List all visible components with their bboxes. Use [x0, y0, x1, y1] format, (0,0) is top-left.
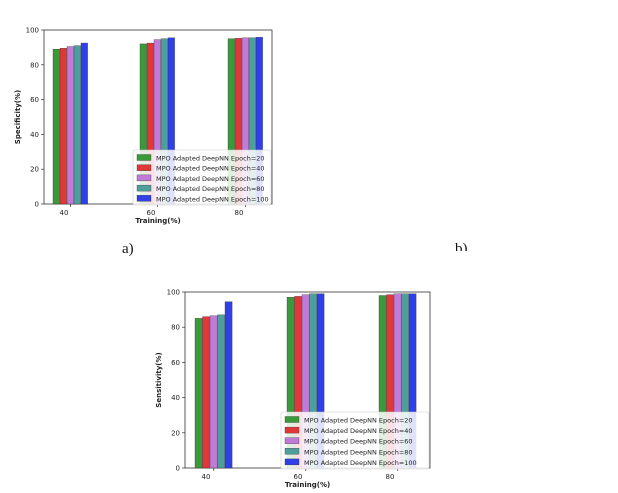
x-tick-label: 60: [147, 209, 156, 217]
legend-label: MPO Adapted DeepNN Epoch=40: [156, 165, 265, 173]
legend-label: MPO Adapted DeepNN Epoch=60: [304, 438, 413, 446]
legend-swatch: [284, 416, 300, 423]
bar: [66, 46, 74, 205]
legend-label: MPO Adapted DeepNN Epoch=60: [156, 175, 265, 183]
y-axis-label: Specificity(%): [14, 90, 22, 144]
y-tick-label: 40: [30, 131, 39, 139]
bar: [59, 48, 67, 205]
bar: [224, 301, 233, 469]
legend: MPO Adapted DeepNN Epoch=20 MPO Adapted D…: [132, 149, 272, 206]
legend-label: MPO Adapted DeepNN Epoch=80: [156, 185, 265, 193]
legend-swatch: [284, 426, 300, 434]
legend-swatch: [136, 195, 152, 202]
legend-box: [132, 149, 272, 206]
legend-swatch: [284, 448, 300, 455]
y-tick-label: 60: [171, 359, 180, 367]
chart-2: 0 20 40 60 80 100 40 60 80 Training(%) Sensitivity…: [155, 289, 431, 489]
x-tick-label: 80: [235, 209, 244, 217]
chart-1: 0 20 40 60 80 100 40 60 80 Training(%) Specificity…: [14, 27, 273, 225]
y-tick-label: 100: [26, 27, 39, 35]
bar: [80, 42, 88, 205]
y-tick-label: 20: [171, 429, 180, 437]
panel-label-a: a): [122, 241, 134, 257]
legend-label: MPO Adapted DeepNN Epoch=20: [304, 417, 413, 425]
y-axis-label: Sensitivity(%): [155, 352, 163, 407]
bar: [202, 316, 210, 469]
bar: [209, 315, 218, 469]
bar: [194, 318, 203, 469]
y-tick-label: 60: [30, 96, 39, 104]
legend-label: MPO Adapted DeepNN Epoch=100: [156, 195, 269, 203]
x-axis-label: Training(%): [135, 217, 180, 225]
x-tick-label: 40: [202, 473, 211, 481]
y-tick-label: 80: [30, 61, 39, 69]
y-tick-label: 100: [167, 289, 180, 297]
y-tick-label: 0: [176, 465, 180, 473]
legend-swatch: [284, 458, 300, 466]
legend: MPO Adapted DeepNN Epoch=20 MPO Adapted D…: [280, 411, 430, 470]
legend-label: MPO Adapted DeepNN Epoch=80: [304, 448, 413, 456]
panel-label-b: b): [455, 241, 468, 257]
bar: [52, 48, 60, 205]
bar: [73, 45, 81, 205]
legend-swatch: [136, 154, 152, 161]
x-axis-label: Training(%): [285, 481, 330, 489]
y-tick-label: 40: [171, 394, 180, 402]
x-tick-label: 40: [60, 209, 69, 217]
legend-swatch: [136, 184, 152, 192]
legend-swatch: [136, 164, 152, 171]
legend-label: MPO Adapted DeepNN Epoch=100: [304, 459, 417, 467]
legend-swatch: [284, 437, 300, 444]
legend-label: MPO Adapted DeepNN Epoch=20: [156, 155, 265, 163]
legend-label: MPO Adapted DeepNN Epoch=40: [304, 427, 413, 435]
legend-swatch: [136, 174, 152, 182]
x-tick-label: 60: [294, 473, 303, 481]
y-tick-label: 80: [171, 324, 180, 332]
y-tick-label: 20: [30, 166, 39, 174]
x-tick-label: 80: [386, 473, 395, 481]
y-tick-label: 0: [35, 201, 39, 209]
legend-box: [280, 411, 430, 470]
bar: [217, 314, 225, 469]
